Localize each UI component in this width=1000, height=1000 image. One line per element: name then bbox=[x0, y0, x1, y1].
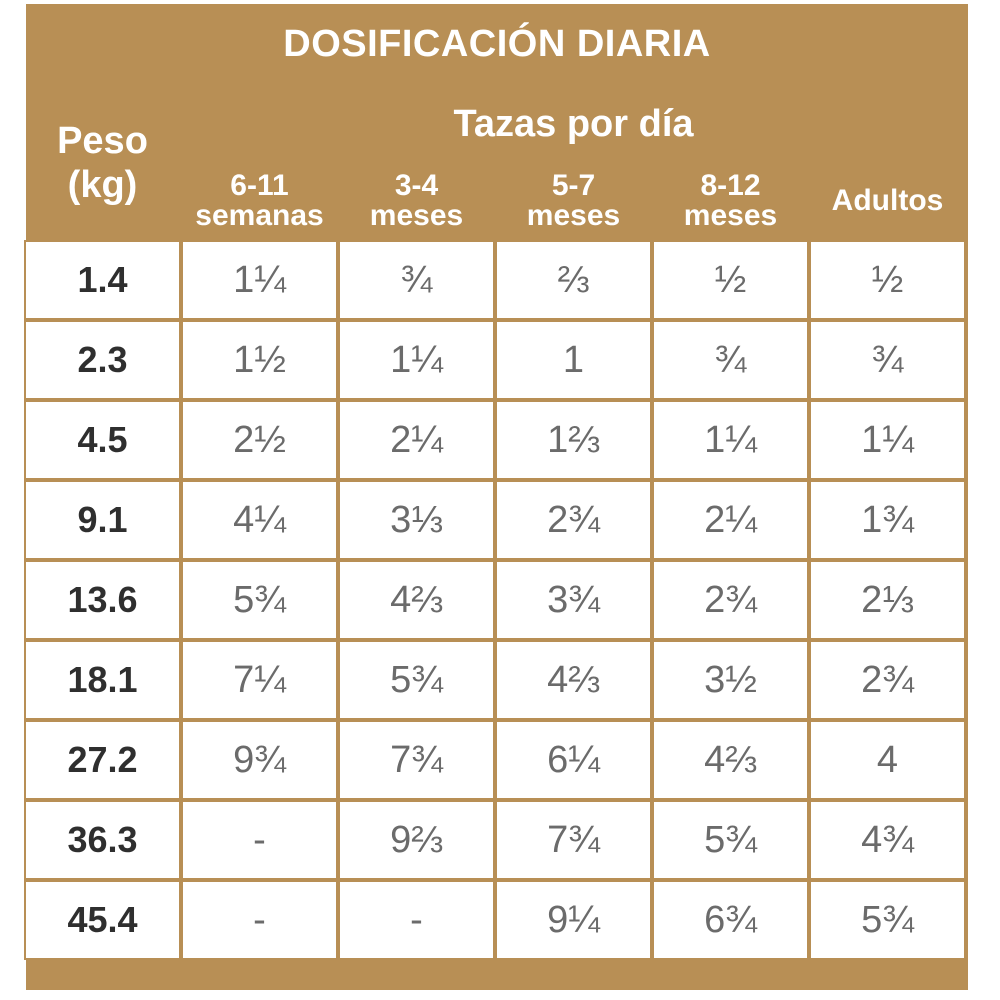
cups-cell: 9¾ bbox=[181, 720, 338, 800]
table-row: 4.5 2½ 2¼ 1⅔ 1¼ 1¼ bbox=[24, 400, 966, 480]
table-row: 45.4- -9¼ 6¾ 5¾ bbox=[24, 880, 966, 960]
cups-cell: 6¼ bbox=[495, 720, 652, 800]
table-row: 36.3-9⅔ 7¾ 5¾ 4¾ bbox=[24, 800, 966, 880]
weight-unit: (kg) bbox=[67, 164, 138, 206]
cups-cell: 2¾ bbox=[495, 480, 652, 560]
cups-cell: 5¾ bbox=[652, 800, 809, 880]
weight-cell: 9.1 bbox=[24, 480, 181, 560]
cups-cell: 1¼ bbox=[652, 400, 809, 480]
cups-cell: 1¼ bbox=[338, 320, 495, 400]
cups-cell: 9¼ bbox=[495, 880, 652, 960]
cups-cell: 4 bbox=[809, 720, 966, 800]
age-line-1: 8-12 bbox=[700, 169, 761, 202]
table-row: 9.1 4¼ 3⅓ 2¾ 2¼ 1¾ bbox=[24, 480, 966, 560]
cups-cell: 2¾ bbox=[809, 640, 966, 720]
cups-cell: 1⅔ bbox=[495, 400, 652, 480]
weight-cell: 13.6 bbox=[24, 560, 181, 640]
cups-cell: 3⅓ bbox=[338, 480, 495, 560]
cups-cell: ½ bbox=[652, 240, 809, 320]
cups-cell: ¾ bbox=[809, 320, 966, 400]
weight-cell: 18.1 bbox=[24, 640, 181, 720]
cups-cell: - bbox=[338, 880, 495, 960]
cups-cell: 1¼ bbox=[809, 400, 966, 480]
cups-cell: 4¼ bbox=[181, 480, 338, 560]
cups-cell: 1¼ bbox=[181, 240, 338, 320]
cups-cell: 5¾ bbox=[181, 560, 338, 640]
age-line-1: Adultos bbox=[831, 184, 944, 217]
cups-cell: 4⅔ bbox=[338, 560, 495, 640]
cups-per-day-header: Tazas por día bbox=[183, 88, 964, 160]
weight-cell: 4.5 bbox=[24, 400, 181, 480]
cups-cell: 2¼ bbox=[652, 480, 809, 560]
weight-cell: 36.3 bbox=[24, 800, 181, 880]
cups-cell: 4⅔ bbox=[652, 720, 809, 800]
cups-cell: 7¼ bbox=[181, 640, 338, 720]
cups-cell: 1½ bbox=[181, 320, 338, 400]
age-line-1: 3-4 bbox=[394, 169, 439, 202]
weight-cell: 45.4 bbox=[24, 880, 181, 960]
cups-cell: 1 bbox=[495, 320, 652, 400]
weight-cell: 1.4 bbox=[24, 240, 181, 320]
cups-cell: 2⅓ bbox=[809, 560, 966, 640]
table-title: DOSIFICACIÓN DIARIA bbox=[26, 4, 968, 84]
table-row: 13.6 5¾ 4⅔ 3¾ 2¾ 2⅓ bbox=[24, 560, 966, 640]
table-row: 2.3 1½ 1¼ 1 ¾ ¾ bbox=[24, 320, 966, 400]
cups-cell: 1¾ bbox=[809, 480, 966, 560]
cups-cell: ¾ bbox=[338, 240, 495, 320]
cups-cell: 5¾ bbox=[809, 880, 966, 960]
dosage-table: Peso (kg) Tazas por día 6-11 semanas 3-4 me… bbox=[22, 84, 968, 962]
weight-cell: 2.3 bbox=[24, 320, 181, 400]
cups-cell: 3½ bbox=[652, 640, 809, 720]
cups-cell: 2¼ bbox=[338, 400, 495, 480]
cups-cell: 3¾ bbox=[495, 560, 652, 640]
age-column-header: 6-11 semanas bbox=[183, 164, 336, 238]
weight-label: Peso bbox=[57, 120, 148, 162]
cups-cell: - bbox=[181, 800, 338, 880]
table-row: 27.2 9¾ 7¾ 6¼ 4⅔ 4 bbox=[24, 720, 966, 800]
age-line-2: semanas bbox=[195, 199, 324, 232]
title-text: DOSIFICACIÓN DIARIA bbox=[283, 22, 711, 65]
age-line-2: meses bbox=[369, 199, 464, 232]
cups-cell: 2¾ bbox=[652, 560, 809, 640]
table-row: 1.4 1¼ ¾ ⅔ ½ ½ bbox=[24, 240, 966, 320]
age-column-header: 3-4 meses bbox=[340, 164, 493, 238]
age-column-header: 8-12 meses bbox=[654, 164, 807, 238]
cups-cell: 9⅔ bbox=[338, 800, 495, 880]
age-line-2: meses bbox=[526, 199, 621, 232]
weight-cell: 27.2 bbox=[24, 720, 181, 800]
cups-cell: 4¾ bbox=[809, 800, 966, 880]
cups-cell: ½ bbox=[809, 240, 966, 320]
age-line-2: meses bbox=[683, 199, 778, 232]
age-column-header: Adultos bbox=[811, 164, 964, 238]
cups-cell: - bbox=[181, 880, 338, 960]
age-line-1: 6-11 bbox=[230, 169, 289, 202]
cups-cell: 6¾ bbox=[652, 880, 809, 960]
weight-header: Peso (kg) bbox=[26, 88, 179, 238]
cups-cell: 4⅔ bbox=[495, 640, 652, 720]
cups-cell: ⅔ bbox=[495, 240, 652, 320]
cups-cell: 7¾ bbox=[338, 720, 495, 800]
cups-cell: 5¾ bbox=[338, 640, 495, 720]
cups-cell: 7¾ bbox=[495, 800, 652, 880]
age-line-1: 5-7 bbox=[551, 169, 596, 202]
cups-cell: 2½ bbox=[181, 400, 338, 480]
cups-cell: ¾ bbox=[652, 320, 809, 400]
table-row: 18.1 7¼ 5¾ 4⅔ 3½ 2¾ bbox=[24, 640, 966, 720]
age-column-header: 5-7 meses bbox=[497, 164, 650, 238]
